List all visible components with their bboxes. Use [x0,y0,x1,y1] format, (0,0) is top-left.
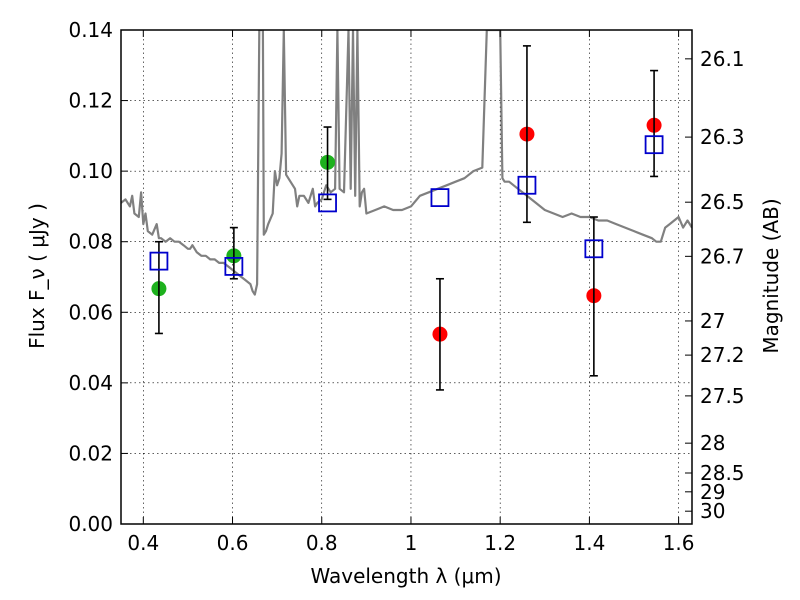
y-axis: 0.00 0.02 0.04 0.06 0.08 0.10 0.12 0.14 [68,18,128,536]
x-axis: 0.4 0.6 0.8 1 1.2 1.4 1.6 [127,30,695,555]
model-photometry-square [318,193,337,213]
x-axis-title: Wavelength λ (μm) [310,564,501,588]
x-tick-label: 1.4 [573,531,605,555]
y-tick-label: 0.10 [68,159,113,183]
x-tick-label: 0.4 [127,531,159,555]
y2-tick-label: 27 [700,309,725,333]
y2-tick-label: 27.5 [700,384,745,408]
y-tick-label: 0.14 [68,18,113,42]
model-photometry-square [517,175,537,195]
grid-lines [121,29,692,525]
y-axis-title: Flux F_ν ( μJy ) [25,203,49,349]
y2-tick-label: 29 [700,480,725,504]
x-tick-label: 1.2 [484,531,516,555]
model-photometry-square [149,251,169,271]
y-tick-label: 0.08 [68,230,113,254]
y2-tick-label: 26.5 [700,190,745,214]
x-tick-label: 1 [405,531,418,555]
y2-tick-label: 28 [700,431,725,455]
y-tick-label: 0.04 [68,371,113,395]
x-tick-label: 1.6 [663,531,695,555]
y-tick-label: 0.02 [68,441,113,465]
plot-area [121,30,692,391]
y2-tick-label: 26.1 [700,47,745,71]
y2-tick-label: 26.7 [700,244,745,268]
y2-tick-label: 26.3 [700,125,745,149]
y2-tick-label: 30 [700,499,725,523]
model-photometry-square [224,257,244,276]
y-tick-label: 0.06 [68,300,113,324]
y-tick-label: 0.00 [68,512,113,536]
x-tick-label: 0.6 [217,531,249,555]
model-photometry-square [430,188,450,208]
y2-tick-label: 28.5 [700,461,745,485]
model-photometry-square [644,135,664,155]
y2-axis-title: Magnitude (AB) [759,198,783,353]
y2-tick-label: 27.2 [700,343,745,367]
model-photometry-square [584,239,604,259]
plot-frame [120,29,693,525]
y-tick-label: 0.12 [68,89,113,113]
x-tick-label: 0.8 [306,531,338,555]
spectrum-line [121,30,692,296]
